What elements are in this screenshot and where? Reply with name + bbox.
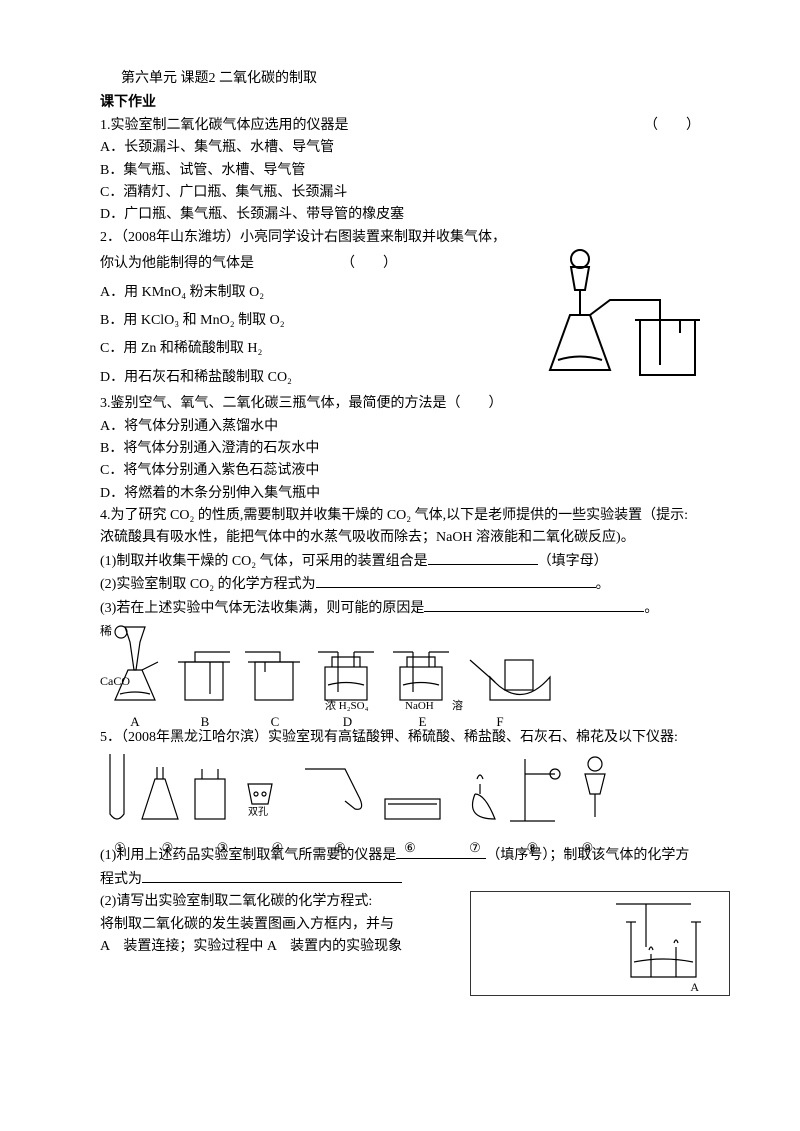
q1-opt-d: D．广口瓶、集气瓶、长颈漏斗、带导管的橡皮塞	[100, 204, 700, 226]
q5-p3b: A 装置连接；实验过程中 A 装置内的实验现象	[100, 936, 440, 958]
q5-equip-svg	[100, 749, 700, 829]
q3-opt-d: D．将燃着的木条分别伸入集气瓶中	[100, 483, 700, 505]
q4-label-a: A	[100, 712, 170, 733]
q3-opt-c: C．将气体分别通入紫色石蕊试液中	[100, 460, 700, 482]
q4-label-c: C	[240, 712, 310, 733]
q4-p3-label: (3)若在上述实验中气体无法收集满，则可能的原因是	[100, 601, 424, 616]
q2-opt-b: B．用 KClO₃ 和 MnO₂ 制取 O₂	[100, 310, 430, 332]
q5-l4: ④	[250, 838, 305, 859]
q5-l5: ⑤	[305, 838, 375, 859]
q5-l1: ①	[100, 838, 140, 859]
q2-opt-c: C．用 Zn 和稀硫酸制取 H₂	[100, 338, 430, 360]
q4-blank1[interactable]	[428, 550, 538, 565]
page: 第六单元 课题2 二氧化碳的制取 课下作业 1.实验室制二氧化碳气体应选用的仪器…	[0, 0, 800, 1131]
q4-apparatus-svg	[100, 622, 700, 712]
q1-paren: （ ）	[644, 115, 700, 137]
q5-l2: ②	[140, 838, 195, 859]
q5-blank2[interactable]	[142, 868, 402, 883]
q5-box-wrap: A	[470, 891, 730, 996]
unit-title: 第六单元 课题2 二氧化碳的制取	[100, 68, 700, 90]
q4-p2-label: (2)实验室制取 CO₂ 的化学方程式为	[100, 577, 316, 592]
q2-opt-a: A．用 KMnO₄ 粉末制取 O₂	[100, 282, 430, 304]
q4-p1a: (1)制取并收集干燥的 CO₂ 气体，可采用的装置组合是	[100, 554, 428, 569]
q5-l7: ⑦	[445, 838, 505, 859]
q1-opt-c: C．酒精灯、广口瓶、集气瓶、长颈漏斗	[100, 182, 700, 204]
q4-diagram-row: 稀	[100, 622, 700, 727]
q5-l9: ⑨	[560, 838, 615, 859]
q1-stem: 1.实验室制二氧化碳气体应选用的仪器是	[100, 118, 349, 133]
q5-equip-row: 双孔 ① ② ③ ④ ⑤ ⑥ ⑦ ⑧ ⑨	[100, 749, 700, 844]
q5-p2: (2)请写出实验室制取二氧化碳的化学方程式:	[100, 891, 440, 913]
q4-label-e: E	[385, 712, 460, 733]
q5-img4-label: 双孔	[248, 805, 268, 821]
q2-apparatus-icon	[540, 245, 730, 403]
q5-l8: ⑧	[505, 838, 560, 859]
q4-label-f: F	[460, 712, 540, 733]
q4-label-d: D	[310, 712, 385, 733]
q1-opt-a: A．长颈漏斗、集气瓶、水槽、导气管	[100, 137, 700, 159]
q4-label-b: B	[170, 712, 240, 733]
box-a-label: A	[690, 978, 699, 997]
q5-l3: ③	[195, 838, 250, 859]
q4-p3: (3)若在上述实验中气体无法收集满，则可能的原因是。	[100, 597, 700, 620]
section-title: 课下作业	[100, 92, 700, 114]
q5-l6: ⑥	[375, 838, 445, 859]
q4-p2: (2)实验室制取 CO₂ 的化学方程式为。	[100, 573, 700, 596]
q5-p2-block: (2)请写出实验室制取二氧化碳的化学方程式: 将制取二氧化碳的发生装置图画入方框…	[100, 891, 700, 1001]
q2-opt-d: D．用石灰石和稀盐酸制取 CO₂	[100, 367, 430, 389]
q4-stem: 4.为了研究 CO₂ 的性质,需要制取并收集干燥的 CO₂ 气体,以下是老师提供…	[100, 505, 700, 550]
q1-opt-b: B．集气瓶、试管、水槽、导气管	[100, 160, 700, 182]
q3-opt-a: A．将气体分别通入蒸馏水中	[100, 416, 700, 438]
q4-p1b: （填字母）	[538, 554, 608, 569]
q4-left-label2: CaCO	[100, 672, 130, 691]
q4-left-label1: 稀	[100, 622, 112, 641]
q2-block: 你认为他能制得的气体是 （ ） A．用 KMnO₄ 粉末制取 O₂ B．用 KC…	[100, 253, 700, 393]
q2-line2b: （ ）	[341, 256, 397, 271]
q4-p1: (1)制取并收集干燥的 CO₂ 气体，可采用的装置组合是 （填字母）	[100, 550, 700, 573]
q2-line2a: 你认为他能制得的气体是	[100, 256, 254, 271]
q4-blank3[interactable]	[424, 597, 644, 612]
q5-p3a: 将制取二氧化碳的发生装置图画入方框内，并与	[100, 914, 440, 936]
q4-blank2[interactable]	[316, 573, 596, 588]
q3-opt-b: B．将气体分别通入澄清的石灰水中	[100, 438, 700, 460]
q1-stem-row: 1.实验室制二氧化碳气体应选用的仪器是 （ ）	[100, 115, 700, 137]
